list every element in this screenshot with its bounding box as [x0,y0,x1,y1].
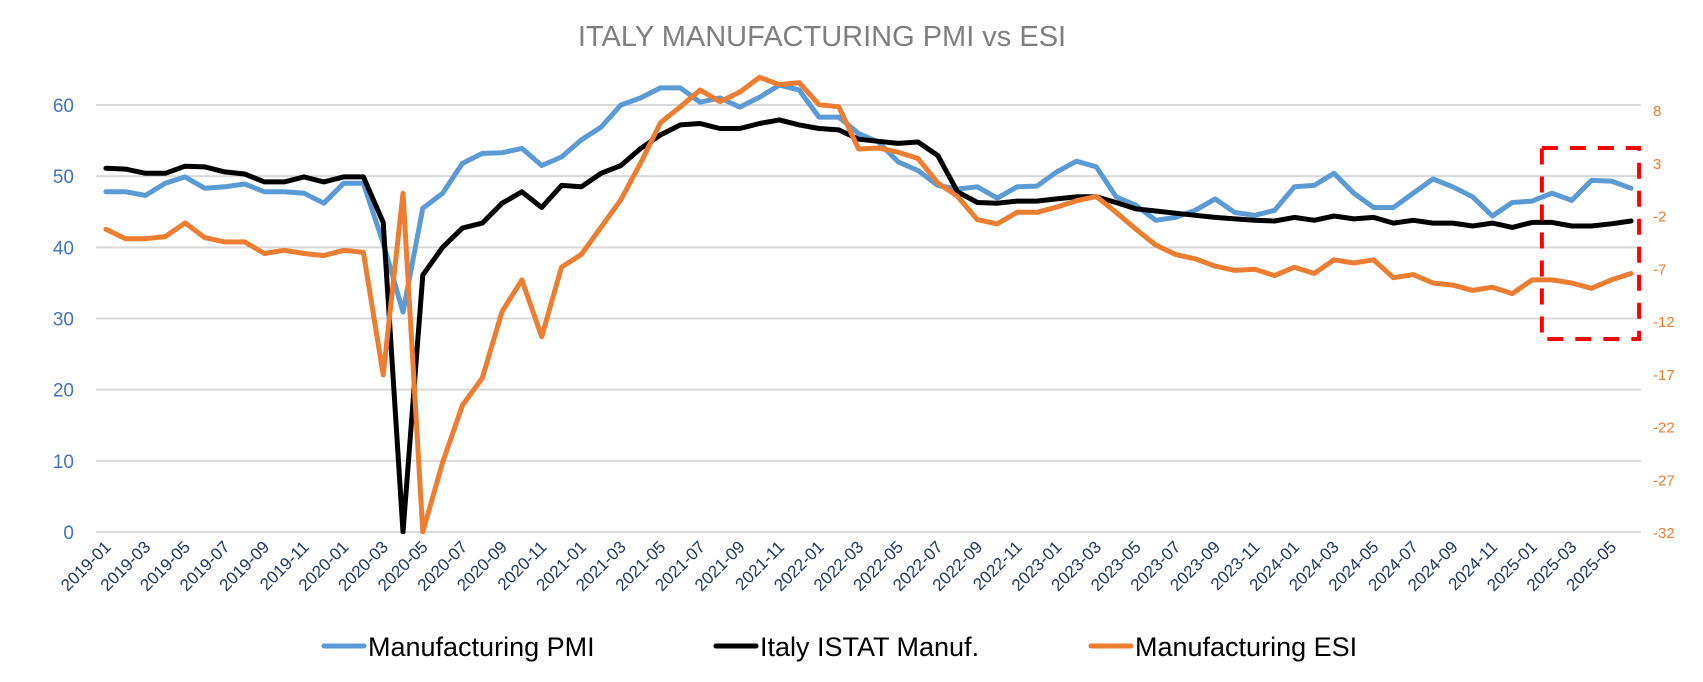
y-tick-right: -27 [1653,472,1675,489]
y-tick-left: 10 [53,452,74,473]
legend-item-pmi[interactable]: Manufacturing PMI [321,632,595,662]
series-line-italy-istat-manuf [103,117,1634,534]
y-tick-left: 30 [53,310,74,331]
legend-item-esi[interactable]: Manufacturing ESI [1088,632,1357,662]
legend-item-istat[interactable]: Italy ISTAT Manuf. [713,632,979,662]
y-axis-left: 0 10 20 30 40 50 60 [53,96,74,544]
y-tick-left: 50 [53,167,74,188]
legend-label-pmi: Manufacturing PMI [368,632,595,662]
y-axis-right: -32 -27 -22 -17 -12 -7 -2 3 8 [1653,103,1675,542]
y-tick-right: 8 [1653,103,1661,120]
y-tick-right: -17 [1653,367,1675,384]
y-tick-right: -32 [1653,525,1675,542]
series-lines [103,74,1634,534]
y-tick-left: 20 [53,381,74,402]
y-tick-right: -22 [1653,420,1675,437]
legend-label-esi: Manufacturing ESI [1135,632,1357,662]
legend: Manufacturing PMI Italy ISTAT Manuf. Man… [321,632,1357,662]
series-line-manufacturing-esi [103,74,1634,534]
x-axis: 2019-012019-032019-052019-072019-092019-… [57,537,1620,595]
chart-title: ITALY MANUFACTURING PMI vs ESI [578,21,1066,53]
y-tick-left: 40 [53,238,74,259]
y-tick-right: -12 [1653,314,1675,331]
highlight-dashed-box [1539,146,1642,341]
annotations [1539,146,1642,341]
y-tick-right: -7 [1653,261,1666,278]
y-tick-left: 60 [53,96,74,117]
y-tick-right: 3 [1653,156,1661,173]
y-tick-right: -2 [1653,209,1666,226]
legend-label-istat: Italy ISTAT Manuf. [760,632,979,662]
y-tick-left: 0 [63,523,74,544]
gridlines [96,104,1641,533]
